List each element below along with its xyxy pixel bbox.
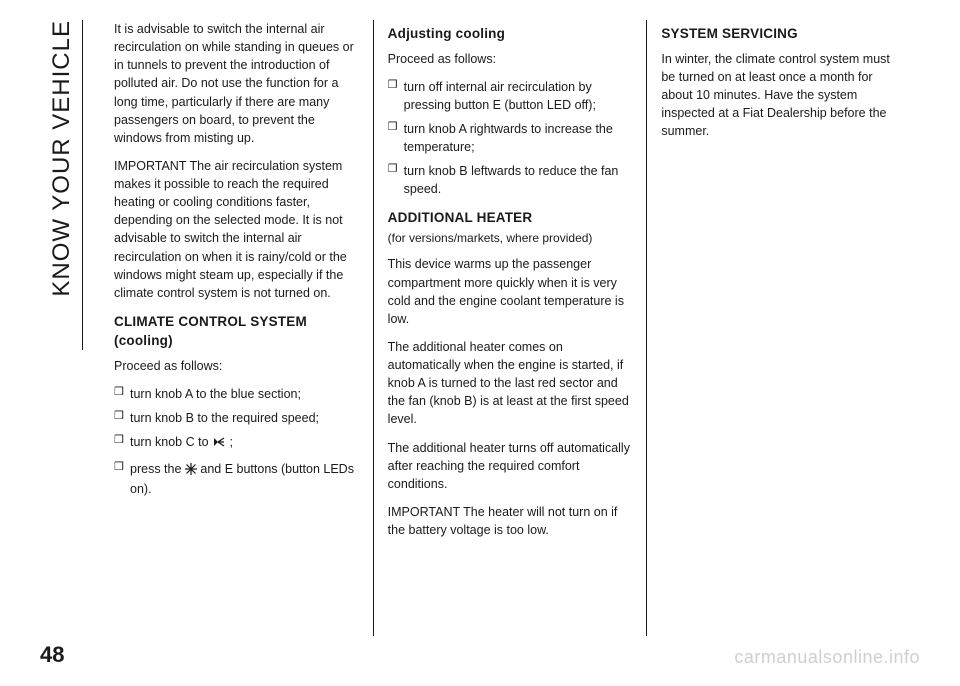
list-item: press the and E buttons (button LEDs on)… <box>114 460 359 498</box>
list-item: turn knob A rightwards to increase the t… <box>388 120 633 156</box>
paragraph: Proceed as follows: <box>114 357 359 375</box>
list-item: turn knob A to the blue section; <box>114 385 359 403</box>
fan-arrow-icon <box>212 435 226 453</box>
paragraph: In winter, the climate control system mu… <box>661 50 906 141</box>
column-1: It is advisable to switch the internal a… <box>100 20 373 636</box>
list-text: turn knob C to <box>130 435 212 449</box>
heading-adjusting-cooling: Adjusting cooling <box>388 24 633 44</box>
paragraph: IMPORTANT The heater will not turn on if… <box>388 503 633 539</box>
section-label: KNOW YOUR VEHICLE <box>48 20 76 297</box>
list-item: turn knob B to the required speed; <box>114 409 359 427</box>
list-text: ; <box>229 435 232 449</box>
column-3: SYSTEM SERVICING In winter, the climate … <box>646 20 920 636</box>
list-text: press the <box>130 462 185 476</box>
list-item: turn knob B leftwards to reduce the fan … <box>388 162 633 198</box>
bullet-list: turn off internal air recirculation by p… <box>388 78 633 199</box>
side-rule <box>82 20 83 350</box>
list-item: turn knob C to ; <box>114 433 359 453</box>
paragraph: The additional heater comes on automatic… <box>388 338 633 429</box>
paragraph: IMPORTANT The air recirculation system m… <box>114 157 359 302</box>
bullet-list: turn knob A to the blue section; turn kn… <box>114 385 359 498</box>
manual-page: KNOW YOUR VEHICLE It is advisable to swi… <box>0 0 960 686</box>
paragraph: The additional heater turns off automati… <box>388 439 633 493</box>
list-item: turn off internal air recirculation by p… <box>388 78 633 114</box>
page-number: 48 <box>40 642 64 668</box>
paragraph: Proceed as follows: <box>388 50 633 68</box>
heading-additional-heater: ADDITIONAL HEATER <box>388 208 633 228</box>
watermark: carmanualsonline.info <box>734 647 920 668</box>
content-columns: It is advisable to switch the internal a… <box>100 20 920 636</box>
snowflake-icon <box>185 462 197 480</box>
heading-system-servicing: SYSTEM SERVICING <box>661 24 906 44</box>
heading-climate-control: CLIMATE CONTROL SYSTEM (cooling) <box>114 312 359 351</box>
subheading: (for versions/markets, where provided) <box>388 230 633 247</box>
paragraph: It is advisable to switch the internal a… <box>114 20 359 147</box>
paragraph: This device warms up the passenger compa… <box>388 255 633 328</box>
column-2: Adjusting cooling Proceed as follows: tu… <box>373 20 647 636</box>
